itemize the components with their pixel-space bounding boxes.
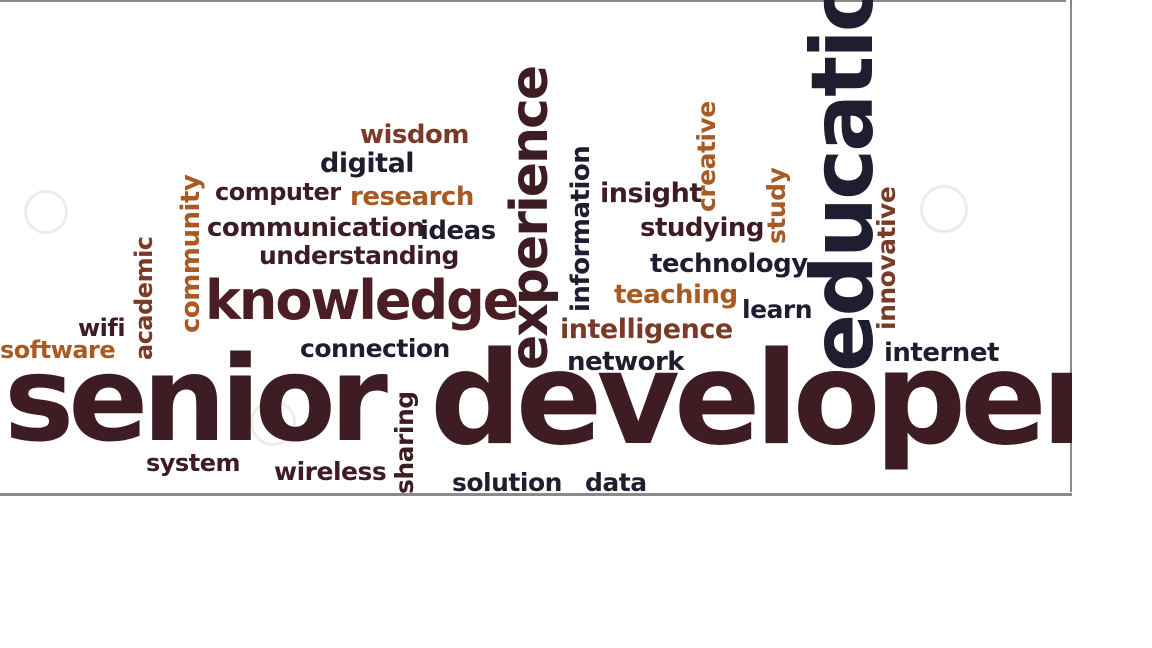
word-community: community bbox=[176, 174, 206, 333]
word-understanding: understanding bbox=[259, 241, 459, 270]
word-technology: technology bbox=[650, 249, 808, 279]
word-developer: developer bbox=[430, 325, 1072, 474]
watermark-logo-3 bbox=[250, 400, 296, 446]
word-network: network bbox=[567, 347, 685, 377]
word-information: information bbox=[566, 145, 596, 312]
word-wisdom: wisdom bbox=[360, 120, 469, 150]
word-connection: connection bbox=[300, 334, 450, 363]
word-intelligence: intelligence bbox=[560, 314, 733, 345]
word-study: study bbox=[762, 167, 791, 244]
word-system: system bbox=[146, 449, 240, 477]
word-innovative: innovative bbox=[872, 186, 901, 330]
word-studying: studying bbox=[640, 213, 765, 243]
word-wireless: wireless bbox=[274, 457, 387, 486]
word-creative: creative bbox=[692, 101, 721, 212]
word-cloud-image: wisdom digital computer research communi… bbox=[0, 0, 1072, 496]
word-knowledge: knowledge bbox=[205, 269, 519, 332]
word-senior: senior bbox=[4, 330, 388, 468]
word-communication: communication bbox=[207, 213, 425, 243]
word-solution: solution bbox=[452, 468, 562, 496]
image-border-right bbox=[1070, 0, 1072, 492]
word-computer: computer bbox=[215, 178, 341, 206]
image-border-bottom bbox=[0, 493, 1072, 496]
word-research: research bbox=[350, 182, 474, 212]
word-software: software bbox=[0, 336, 116, 364]
word-academic: academic bbox=[130, 236, 158, 360]
word-teaching: teaching bbox=[614, 280, 738, 310]
image-border-top bbox=[0, 0, 1066, 2]
word-learn: learn bbox=[742, 295, 813, 324]
word-sharing: sharing bbox=[390, 391, 419, 494]
word-ideas: ideas bbox=[420, 216, 496, 246]
watermark-logo-2 bbox=[920, 185, 968, 233]
word-insight: insight bbox=[600, 178, 702, 209]
word-internet: internet bbox=[884, 338, 999, 368]
word-experience: experience bbox=[500, 66, 560, 370]
watermark-logo-1 bbox=[24, 190, 68, 234]
word-wifi: wifi bbox=[78, 314, 126, 342]
word-data: data bbox=[585, 468, 647, 496]
word-digital: digital bbox=[320, 148, 415, 179]
